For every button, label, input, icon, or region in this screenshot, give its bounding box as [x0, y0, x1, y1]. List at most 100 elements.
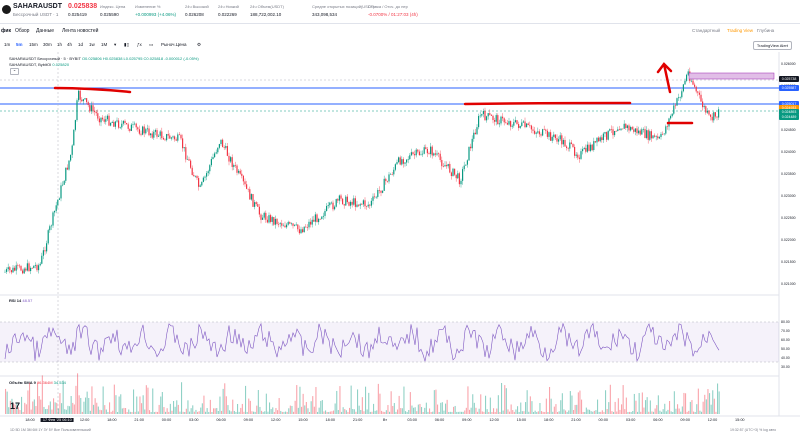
volume-bar [334, 403, 336, 414]
tf-1M[interactable]: 1M [101, 42, 108, 47]
candle-body [342, 198, 344, 205]
volume-bar [438, 411, 440, 414]
volume-bar [657, 395, 659, 414]
candle-body [278, 223, 280, 225]
time-tick-label: 18:00 [543, 418, 554, 422]
candle-body [666, 126, 668, 127]
candle-body [450, 172, 452, 177]
tf-1w[interactable]: 1w [89, 42, 95, 47]
volume-bar [691, 400, 693, 414]
stat-24h-volume: 24ч Объем(USDT) 188,722,002.10 [250, 4, 284, 17]
volume-bar [75, 385, 77, 414]
volume-bar [185, 408, 187, 414]
candle-body [282, 225, 284, 227]
candle-body [574, 146, 576, 156]
candle-body [500, 116, 502, 124]
volume-bar [272, 407, 274, 414]
tf-4h[interactable]: 4h [67, 42, 73, 47]
candle-body [514, 120, 516, 123]
candle-body [599, 137, 601, 142]
volume-bar [288, 408, 290, 414]
candle-body [287, 222, 289, 225]
candle-body [486, 116, 488, 121]
volume-bar [131, 411, 133, 414]
candle-body [578, 157, 580, 159]
volume-bar [710, 404, 712, 414]
tf-1m[interactable]: 1m [4, 42, 11, 47]
candle-body [137, 127, 139, 130]
range-buttons[interactable]: 1D 5D 1M 3M 6M 1Y 3Y 5Y Все Пользователь… [10, 428, 91, 432]
volume-bar [262, 411, 264, 414]
volume-bar [373, 403, 375, 414]
volume-bar [446, 399, 448, 414]
time-tick-label: 21:00 [571, 418, 581, 422]
volume-bar [158, 404, 160, 414]
tradingview-alert-button[interactable]: TradingView Alert [752, 41, 792, 50]
volume-bar [683, 392, 685, 414]
symbol-title[interactable]: SAHARAUSDT [13, 3, 62, 10]
candle-body [495, 115, 497, 122]
candle-body [657, 136, 659, 139]
time-tick-label: 09:00 [680, 418, 690, 422]
candle-body [30, 267, 32, 272]
tab-data[interactable]: Данные [36, 28, 55, 34]
tf-1h[interactable]: 1h [57, 42, 63, 47]
price-type-select[interactable]: Рыноч.Цена [161, 42, 187, 47]
volume-bar [243, 411, 245, 414]
volume-bar [705, 399, 707, 414]
candle-body [38, 265, 40, 271]
volume-bar [585, 407, 587, 414]
candle-body [226, 146, 228, 156]
chevron-down-icon[interactable]: ▾ [114, 42, 117, 47]
volume-bar [83, 401, 85, 414]
candle-body [562, 140, 564, 145]
tab-standard[interactable]: Стандартный [692, 28, 721, 33]
settings-icon[interactable]: ⚙ [197, 42, 202, 47]
candle-body [166, 134, 168, 141]
tab-depth[interactable]: Глубина [757, 28, 775, 33]
candle-body [516, 120, 518, 125]
volume-bar [174, 406, 176, 414]
time-tick-label: 09:00 [462, 418, 472, 422]
layout-icon[interactable]: ▭ [149, 42, 154, 47]
volume-bar [318, 407, 320, 414]
collapse-legend-button[interactable]: ⌃ [10, 68, 19, 75]
volume-bar [22, 411, 24, 414]
tab-chart[interactable]: фик [1, 28, 11, 34]
tab-tradingview[interactable]: Trading View [727, 28, 754, 33]
candle-body [65, 167, 67, 181]
volume-bar [349, 407, 351, 414]
volume-bar [432, 411, 434, 414]
volume-bar [211, 411, 213, 414]
indicators-icon[interactable]: ƒx [137, 42, 142, 47]
tab-news[interactable]: Лента новостей [62, 28, 99, 34]
volume-bar [73, 404, 75, 414]
volume-bar [137, 411, 139, 414]
volume-bar [9, 400, 11, 414]
volume-bar [110, 411, 112, 414]
candles-icon[interactable]: ▮▯ [124, 42, 129, 47]
tf-5m[interactable]: 5m [16, 42, 23, 47]
clock-and-scale[interactable]: 19:32:57 (UTC+3) % log авто [730, 428, 777, 432]
volume-bar [320, 400, 322, 414]
candle-body [399, 157, 401, 165]
rsi-band [0, 322, 779, 362]
candle-body [526, 123, 528, 128]
candle-body [702, 101, 704, 108]
tf-30m[interactable]: 30m [43, 42, 52, 47]
candle-body [119, 127, 121, 128]
volume-bar [565, 410, 567, 414]
time-tick-label: 18:00 [325, 418, 336, 422]
candle-body [204, 176, 206, 178]
volume-bar [35, 406, 37, 414]
candle-body [218, 144, 220, 148]
candle-body [199, 185, 201, 187]
tf-15m[interactable]: 15m [29, 42, 38, 47]
tab-overview[interactable]: Обзор [15, 28, 30, 34]
tf-1d[interactable]: 1d [78, 42, 84, 47]
volume-bar [689, 401, 691, 414]
volume-bar [57, 408, 59, 414]
volume-bar [173, 400, 175, 414]
volume-bar [25, 404, 27, 414]
